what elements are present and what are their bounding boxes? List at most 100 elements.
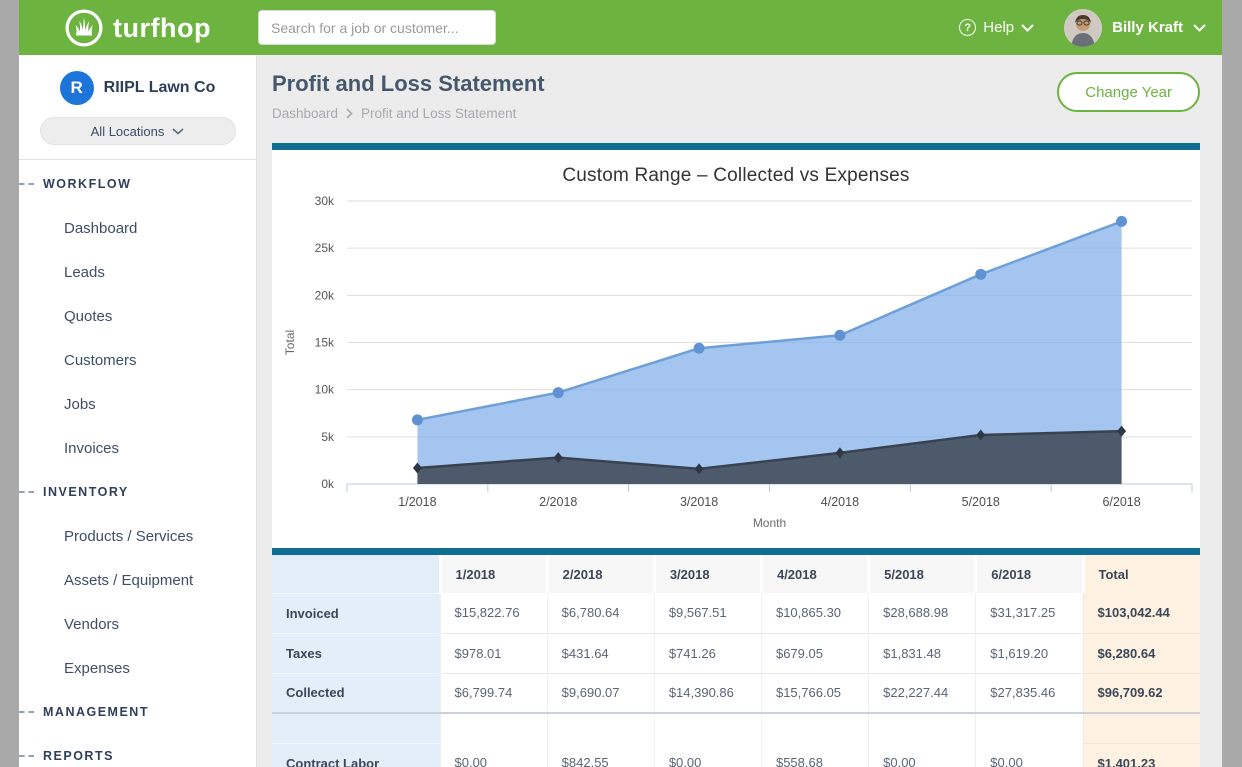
sidebar-section-workflow[interactable]: WORKFLOW <box>19 162 256 206</box>
svg-text:25k: 25k <box>315 241 335 255</box>
chevron-down-icon <box>1021 24 1034 32</box>
sidebar-section-management[interactable]: MANAGEMENT <box>19 690 256 734</box>
column-header: 4/2018 <box>761 555 868 593</box>
table-card: 1/2018 2/2018 3/2018 4/2018 5/2018 6/201… <box>272 548 1200 767</box>
svg-text:0k: 0k <box>321 477 335 491</box>
cell: $679.05 <box>761 633 868 673</box>
sidebar-item-jobs[interactable]: Jobs <box>19 396 96 413</box>
breadcrumb-dashboard[interactable]: Dashboard <box>272 106 338 121</box>
svg-text:20k: 20k <box>315 288 335 302</box>
row-label: Taxes <box>272 633 440 673</box>
company-switcher[interactable]: R RIIPL Lawn Co <box>19 71 256 105</box>
cell: $1,831.48 <box>869 633 976 673</box>
cell: $431.64 <box>547 633 654 673</box>
cell: $0.00 <box>654 743 761 767</box>
app-window: turfhop ? Help <box>19 0 1222 767</box>
row-label: Collected <box>272 673 440 713</box>
table-header-row: 1/2018 2/2018 3/2018 4/2018 5/2018 6/201… <box>272 555 1200 593</box>
cell: $1,619.20 <box>976 633 1083 673</box>
sidebar-item-leads[interactable]: Leads <box>19 264 105 281</box>
svg-text:1/2018: 1/2018 <box>398 495 436 509</box>
sidebar: R RIIPL Lawn Co All Locations WORKFLOW D… <box>19 55 257 767</box>
cell: $0.00 <box>440 743 547 767</box>
chevron-right-icon <box>346 108 353 119</box>
cell: $15,822.76 <box>440 593 547 633</box>
chart-card: Custom Range – Collected vs Expenses 0k5… <box>272 143 1200 548</box>
sidebar-item-quotes[interactable]: Quotes <box>19 308 112 325</box>
change-year-button[interactable]: Change Year <box>1057 72 1200 112</box>
help-menu[interactable]: ? Help <box>959 19 1034 36</box>
column-header: 3/2018 <box>654 555 761 593</box>
section-dash-icon <box>19 711 34 713</box>
chevron-down-icon <box>1193 24 1206 32</box>
user-name: Billy Kraft <box>1112 19 1183 36</box>
company-logo: R <box>60 71 94 105</box>
turfhop-grass-icon <box>64 8 104 48</box>
cell: $15,766.05 <box>761 673 868 713</box>
brand-name: turfhop <box>113 13 211 44</box>
svg-text:10k: 10k <box>315 383 335 397</box>
cell: $741.26 <box>654 633 761 673</box>
cell: $0.00 <box>976 743 1083 767</box>
left-gutter <box>0 0 19 767</box>
total-cell: $103,042.44 <box>1083 593 1200 633</box>
collected-vs-expenses-chart: 0k5k10k15k20k25k30k1/20182/20183/20184/2… <box>272 187 1200 548</box>
column-header: 5/2018 <box>869 555 976 593</box>
help-label: Help <box>983 19 1014 36</box>
sidebar-item-assets-equipment[interactable]: Assets / Equipment <box>19 572 193 589</box>
chevron-down-icon <box>172 128 184 135</box>
cell: $28,688.98 <box>869 593 976 633</box>
table-row-invoiced: Invoiced $15,822.76 $6,780.64 $9,567.51 … <box>272 593 1200 633</box>
row-label: Invoiced <box>272 593 440 633</box>
sidebar-item-vendors[interactable]: Vendors <box>19 616 119 633</box>
main-content: Profit and Loss Statement Dashboard Prof… <box>257 55 1222 767</box>
svg-text:4/2018: 4/2018 <box>821 495 859 509</box>
cell: $9,690.07 <box>547 673 654 713</box>
cell: $0.00 <box>869 743 976 767</box>
total-cell: $6,280.64 <box>1083 633 1200 673</box>
table-corner-cell <box>272 555 440 593</box>
sidebar-item-dashboard[interactable]: Dashboard <box>19 220 137 237</box>
section-spacer-row <box>272 713 1200 743</box>
svg-text:6/2018: 6/2018 <box>1102 495 1140 509</box>
sidebar-item-customers[interactable]: Customers <box>19 352 137 369</box>
location-filter-label: All Locations <box>91 124 165 139</box>
row-label: Contract Labor <box>272 743 440 767</box>
avatar <box>1064 9 1102 47</box>
brand-logo[interactable]: turfhop <box>64 8 211 48</box>
cell: $842.55 <box>547 743 654 767</box>
chart-title: Custom Range – Collected vs Expenses <box>272 150 1200 187</box>
pl-table: 1/2018 2/2018 3/2018 4/2018 5/2018 6/201… <box>272 555 1200 767</box>
location-filter-dropdown[interactable]: All Locations <box>40 117 236 145</box>
sidebar-item-invoices[interactable]: Invoices <box>19 440 119 457</box>
cell: $978.01 <box>440 633 547 673</box>
cell: $558.68 <box>761 743 868 767</box>
table-row-contract-labor: Contract Labor $0.00 $842.55 $0.00 $558.… <box>272 743 1200 767</box>
user-menu[interactable]: Billy Kraft <box>1064 9 1206 47</box>
svg-text:15k: 15k <box>315 336 335 350</box>
section-dash-icon <box>19 755 34 757</box>
sidebar-section-inventory[interactable]: INVENTORY <box>19 470 256 514</box>
cell: $31,317.25 <box>976 593 1083 633</box>
table-row-collected: Collected $6,799.74 $9,690.07 $14,390.86… <box>272 673 1200 713</box>
total-cell: $1,401.23 <box>1083 743 1200 767</box>
card-accent-bar <box>272 143 1200 150</box>
sidebar-section-reports[interactable]: REPORTS <box>19 734 256 767</box>
table-row-taxes: Taxes $978.01 $431.64 $741.26 $679.05 $1… <box>272 633 1200 673</box>
page-scrollbar[interactable] <box>1222 0 1242 767</box>
svg-text:Month: Month <box>753 516 786 530</box>
column-header: 2/2018 <box>547 555 654 593</box>
sidebar-nav: WORKFLOW Dashboard Leads Quotes Customer… <box>19 160 256 767</box>
cell: $14,390.86 <box>654 673 761 713</box>
search-input[interactable] <box>258 10 496 45</box>
cell: $10,865.30 <box>761 593 868 633</box>
sidebar-item-products-services[interactable]: Products / Services <box>19 528 193 545</box>
section-dash-icon <box>19 491 34 493</box>
help-icon: ? <box>959 19 976 36</box>
column-header: 1/2018 <box>440 555 547 593</box>
column-header-total: Total <box>1083 555 1200 593</box>
cell: $9,567.51 <box>654 593 761 633</box>
sidebar-item-expenses[interactable]: Expenses <box>19 660 130 677</box>
svg-text:2/2018: 2/2018 <box>539 495 577 509</box>
cell: $6,799.74 <box>440 673 547 713</box>
